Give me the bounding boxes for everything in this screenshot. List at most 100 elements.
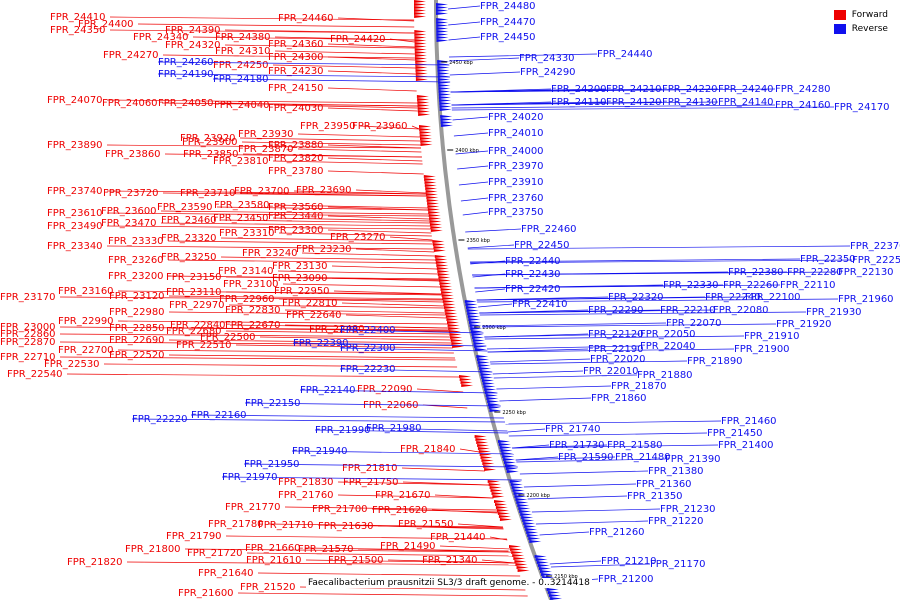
forward-gene-label: FPR_23460 bbox=[161, 215, 217, 226]
gene-leader-line bbox=[106, 212, 429, 217]
forward-gene-glyph bbox=[498, 515, 511, 518]
forward-gene-label: FPR_21830 bbox=[278, 477, 334, 488]
gene-leader-line bbox=[387, 559, 516, 564]
forward-gene-glyph bbox=[461, 384, 474, 387]
forward-gene-label: FPR_22060 bbox=[363, 400, 419, 411]
reverse-gene-label: FPR_22220 bbox=[132, 414, 188, 425]
forward-gene-glyph bbox=[488, 483, 501, 486]
gene-leader-line bbox=[314, 429, 509, 434]
reverse-gene-glyph bbox=[489, 409, 502, 412]
reverse-gene-label: FPR_24140 bbox=[718, 97, 774, 108]
forward-gene-label: FPR_21750 bbox=[343, 477, 399, 488]
forward-gene-label: FPR_22950 bbox=[274, 286, 330, 297]
reverse-gene-glyph bbox=[436, 33, 449, 36]
reverse-gene-glyph bbox=[538, 567, 551, 570]
gene-leader-line bbox=[168, 311, 446, 316]
gene-leader-line bbox=[168, 339, 452, 344]
forward-gene-label: FPR_23000 bbox=[0, 322, 56, 333]
forward-gene-glyph bbox=[414, 9, 426, 12]
reverse-gene-glyph bbox=[516, 501, 529, 504]
gene-leader-line bbox=[299, 389, 498, 394]
forward-gene-glyph bbox=[474, 435, 487, 438]
forward-gene-label: FPR_21600 bbox=[178, 588, 234, 599]
forward-gene-glyph bbox=[481, 459, 494, 462]
reverse-gene-glyph bbox=[466, 309, 479, 312]
gene-leader-line bbox=[331, 265, 438, 270]
reverse-gene-glyph bbox=[499, 446, 512, 449]
forward-gene-glyph bbox=[437, 270, 450, 273]
reverse-gene-label: FPR_22140 bbox=[300, 385, 356, 396]
gene-leader-line bbox=[345, 314, 447, 319]
forward-gene-glyph bbox=[495, 503, 507, 506]
gene-leader-line bbox=[490, 360, 688, 365]
forward-gene-glyph bbox=[437, 273, 450, 276]
forward-swatch bbox=[833, 10, 846, 20]
reverse-gene-label: FPR_22460 bbox=[521, 224, 577, 235]
reverse-gene-label: FPR_24450 bbox=[480, 32, 536, 43]
reverse-gene-glyph bbox=[436, 21, 449, 24]
forward-gene-glyph bbox=[499, 518, 512, 521]
reverse-gene-glyph bbox=[513, 492, 526, 495]
forward-gene-label: FPR_21810 bbox=[342, 463, 398, 474]
forward-gene-label: FPR_21660 bbox=[245, 543, 301, 554]
forward-gene-glyph bbox=[509, 545, 521, 548]
reverse-gene-label: FPR_21970 bbox=[222, 472, 278, 483]
reverse-gene-glyph bbox=[484, 388, 497, 391]
gene-leader-line bbox=[327, 144, 422, 149]
forward-gene-glyph bbox=[438, 276, 451, 279]
gene-leader-line bbox=[103, 363, 458, 368]
forward-gene-label: FPR_24030 bbox=[268, 103, 324, 114]
reverse-gene-label: FPR_24000 bbox=[488, 146, 544, 157]
gene-leader-line bbox=[339, 329, 484, 334]
reverse-gene-label: FPR_23750 bbox=[488, 207, 544, 218]
reverse-gene-glyph bbox=[469, 321, 481, 324]
gene-leader-line bbox=[59, 296, 443, 301]
gene-leader-line bbox=[337, 17, 415, 22]
gene-leader-line bbox=[368, 328, 450, 333]
gene-leader-line bbox=[459, 448, 480, 453]
reverse-gene-glyph bbox=[437, 75, 450, 78]
reverse-gene-glyph bbox=[523, 522, 536, 525]
reverse-gene-label: FPR_22130 bbox=[838, 267, 894, 278]
forward-gene-label: FPR_24360 bbox=[268, 39, 324, 50]
forward-gene-label: FPR_21570 bbox=[298, 544, 354, 555]
reverse-gene-label: FPR_24470 bbox=[480, 17, 536, 28]
forward-gene-label: FPR_23130 bbox=[272, 261, 328, 272]
gene-leader-line bbox=[167, 259, 437, 264]
gene-leader-line bbox=[389, 38, 415, 43]
forward-gene-glyph bbox=[434, 255, 447, 258]
gene-leader-line bbox=[487, 348, 735, 353]
forward-gene-label: FPR_21610 bbox=[246, 555, 302, 566]
reverse-gene-label: FPR_24440 bbox=[597, 49, 653, 60]
forward-gene-label: FPR_22510 bbox=[176, 340, 232, 351]
reverse-gene-glyph bbox=[482, 379, 494, 382]
forward-gene-label: FPR_23110 bbox=[166, 287, 222, 298]
reverse-gene-label: FPR_22050 bbox=[640, 329, 696, 340]
forward-gene-glyph bbox=[430, 229, 443, 232]
gene-leader-line bbox=[477, 298, 839, 303]
gene-leader-line bbox=[523, 483, 637, 488]
forward-gene-label: FPR_23300 bbox=[268, 225, 324, 236]
gene-leader-line bbox=[337, 494, 494, 499]
gene-leader-line bbox=[448, 21, 481, 26]
gene-leader-line bbox=[451, 106, 835, 111]
forward-gene-label: FPR_21840 bbox=[400, 444, 456, 455]
reverse-gene-glyph bbox=[436, 24, 449, 27]
forward-gene-glyph bbox=[511, 551, 524, 554]
reverse-gene-label: FPR_24020 bbox=[488, 112, 544, 123]
reverse-gene-label: FPR_24010 bbox=[488, 128, 544, 139]
reverse-gene-glyph bbox=[524, 525, 537, 528]
forward-gene-glyph bbox=[459, 378, 472, 381]
reverse-gene-label: FPR_22240 bbox=[705, 292, 761, 303]
reverse-gene-label: FPR_23970 bbox=[488, 161, 544, 172]
gene-leader-line bbox=[519, 470, 649, 475]
reverse-gene-glyph bbox=[506, 470, 519, 473]
forward-gene-glyph bbox=[438, 279, 451, 282]
gene-leader-line bbox=[472, 271, 839, 276]
forward-gene-glyph bbox=[414, 6, 426, 9]
forward-gene-label: FPR_21790 bbox=[166, 531, 222, 542]
reverse-gene-label: FPR_21960 bbox=[838, 294, 894, 305]
reverse-gene-label: FPR_22410 bbox=[512, 299, 568, 310]
gene-leader-line bbox=[272, 160, 423, 165]
